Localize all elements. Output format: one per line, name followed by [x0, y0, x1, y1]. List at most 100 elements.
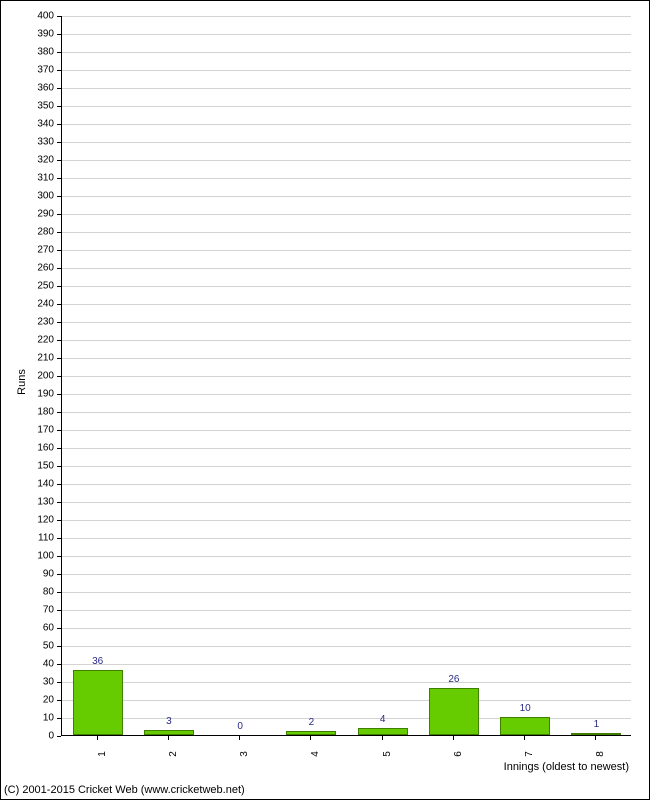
y-tick-mark	[57, 34, 61, 35]
gridline	[62, 52, 631, 53]
x-tick-mark	[239, 736, 240, 740]
y-tick-label: 170	[1, 425, 54, 436]
y-tick-mark	[57, 610, 61, 611]
y-tick-label: 290	[1, 209, 54, 220]
y-tick-mark	[57, 214, 61, 215]
y-tick-mark	[57, 394, 61, 395]
x-tick-label: 7	[524, 751, 535, 757]
y-tick-label: 120	[1, 515, 54, 526]
y-tick-mark	[57, 196, 61, 197]
y-tick-mark	[57, 52, 61, 53]
gridline	[62, 412, 631, 413]
y-tick-label: 190	[1, 389, 54, 400]
y-tick-mark	[57, 484, 61, 485]
y-tick-mark	[57, 286, 61, 287]
bar-value-label: 2	[309, 717, 315, 728]
gridline	[62, 340, 631, 341]
y-tick-label: 350	[1, 101, 54, 112]
gridline	[62, 178, 631, 179]
bar	[571, 733, 621, 735]
x-axis-title: Innings (oldest to newest)	[504, 761, 629, 773]
x-tick-mark	[97, 736, 98, 740]
gridline	[62, 214, 631, 215]
bar	[358, 728, 408, 735]
footer-copyright: (C) 2001-2015 Cricket Web (www.cricketwe…	[4, 784, 245, 796]
y-tick-label: 50	[1, 641, 54, 652]
bar-value-label: 3	[166, 716, 172, 727]
y-tick-mark	[57, 124, 61, 125]
bar-value-label: 0	[237, 721, 243, 732]
y-tick-mark	[57, 628, 61, 629]
gridline	[62, 250, 631, 251]
y-tick-mark	[57, 556, 61, 557]
gridline	[62, 196, 631, 197]
y-tick-label: 100	[1, 551, 54, 562]
y-tick-mark	[57, 646, 61, 647]
y-tick-mark	[57, 88, 61, 89]
bar	[500, 717, 550, 735]
gridline	[62, 88, 631, 89]
gridline	[62, 376, 631, 377]
y-tick-mark	[57, 340, 61, 341]
chart-frame: 36302426101 Runs Innings (oldest to newe…	[0, 0, 650, 800]
x-tick-mark	[168, 736, 169, 740]
gridline	[62, 646, 631, 647]
y-tick-mark	[57, 520, 61, 521]
x-tick-mark	[382, 736, 383, 740]
gridline	[62, 574, 631, 575]
gridline	[62, 664, 631, 665]
y-tick-mark	[57, 412, 61, 413]
y-tick-label: 60	[1, 623, 54, 634]
y-tick-mark	[57, 574, 61, 575]
gridline	[62, 538, 631, 539]
y-tick-label: 20	[1, 695, 54, 706]
y-tick-mark	[57, 304, 61, 305]
bar-value-label: 4	[380, 714, 386, 725]
y-tick-label: 140	[1, 479, 54, 490]
y-tick-label: 160	[1, 443, 54, 454]
gridline	[62, 448, 631, 449]
y-tick-label: 380	[1, 47, 54, 58]
y-tick-label: 220	[1, 335, 54, 346]
y-tick-label: 270	[1, 245, 54, 256]
y-tick-label: 390	[1, 29, 54, 40]
bar-value-label: 10	[520, 703, 531, 714]
gridline	[62, 466, 631, 467]
y-tick-mark	[57, 16, 61, 17]
y-tick-label: 280	[1, 227, 54, 238]
y-tick-mark	[57, 178, 61, 179]
bar-value-label: 1	[594, 719, 600, 730]
gridline	[62, 322, 631, 323]
gridline	[62, 394, 631, 395]
y-tick-label: 70	[1, 605, 54, 616]
x-tick-label: 4	[310, 751, 321, 757]
x-tick-label: 6	[453, 751, 464, 757]
gridline	[62, 502, 631, 503]
x-tick-mark	[453, 736, 454, 740]
gridline	[62, 268, 631, 269]
y-tick-mark	[57, 466, 61, 467]
y-tick-mark	[57, 358, 61, 359]
gridline	[62, 124, 631, 125]
x-tick-mark	[595, 736, 596, 740]
y-tick-mark	[57, 250, 61, 251]
gridline	[62, 484, 631, 485]
gridline	[62, 16, 631, 17]
y-tick-mark	[57, 718, 61, 719]
x-tick-label: 3	[239, 751, 250, 757]
y-tick-mark	[57, 448, 61, 449]
bar	[73, 670, 123, 735]
y-tick-mark	[57, 232, 61, 233]
gridline	[62, 610, 631, 611]
y-tick-mark	[57, 682, 61, 683]
y-tick-mark	[57, 106, 61, 107]
x-tick-mark	[310, 736, 311, 740]
y-tick-label: 90	[1, 569, 54, 580]
y-tick-label: 230	[1, 317, 54, 328]
gridline	[62, 520, 631, 521]
y-tick-mark	[57, 322, 61, 323]
y-tick-label: 110	[1, 533, 54, 544]
gridline	[62, 34, 631, 35]
y-tick-label: 10	[1, 713, 54, 724]
gridline	[62, 430, 631, 431]
